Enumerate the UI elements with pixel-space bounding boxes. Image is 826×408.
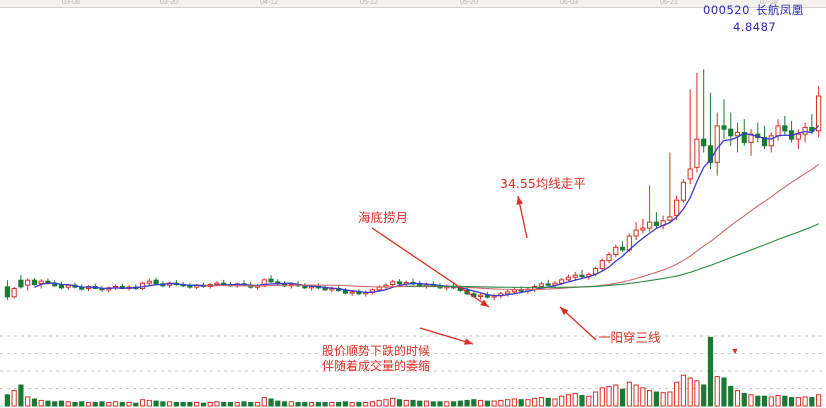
volume-marker-icon: ▼ <box>731 346 740 356</box>
date-tick-label: 06-21 <box>660 0 678 6</box>
volume-bars-svg: ▼ <box>0 335 826 407</box>
volume-chart-pane[interactable]: ▼ <box>0 332 826 408</box>
date-tick-label: 04-12 <box>260 0 278 6</box>
date-axis-bar: 03-08 03-20 04-12 05-12 05-20 06-03 06-21 07-18 <box>0 0 826 8</box>
date-tick-label: 03-20 <box>160 0 178 6</box>
last-price-label: 4.8487 <box>733 20 777 34</box>
date-tick-label: 05-12 <box>360 0 378 6</box>
symbol-header: 000520 长航凤凰 <box>703 2 804 18</box>
symbol-name: 长航凤凰 <box>755 3 804 17</box>
date-tick-label: 03-08 <box>62 0 80 6</box>
annotation-one-yang-three-lines: 一阳穿三线 <box>598 330 661 345</box>
date-tick-label: 07-18 <box>760 0 778 6</box>
date-tick-label: 05-20 <box>460 0 478 6</box>
price-candlestick-svg <box>4 69 822 301</box>
annotation-ma-flat: 34.55均线走平 <box>500 176 586 191</box>
annotation-volume-shrink-line1: 股价顺势下跌的时候 <box>322 344 431 358</box>
symbol-code: 000520 <box>703 3 750 17</box>
price-chart-pane[interactable] <box>0 7 826 332</box>
date-tick-label: 06-03 <box>560 0 578 6</box>
annotation-haidi-laoyue: 海底捞月 <box>358 210 409 225</box>
annotation-volume-shrink-line2: 伴随着成交量的萎缩 <box>322 359 431 373</box>
